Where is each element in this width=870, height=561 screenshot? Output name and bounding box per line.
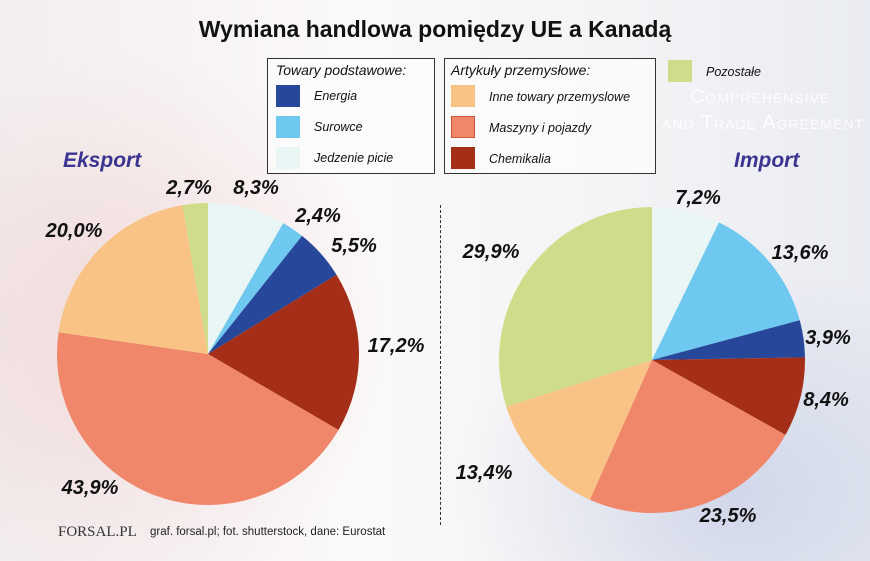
import-label-jedzenie: 7,2% (675, 187, 721, 209)
import-slice-inne-towary-przemyslowe (506, 360, 652, 500)
legend-group-basic: Towary podstawowe: Energia Surowce Jedze… (267, 58, 435, 174)
import-label-surowce: 13,6% (771, 242, 829, 264)
export-slice-chemikalia (208, 274, 359, 431)
export-label-chemikalia: 17,2% (367, 335, 425, 357)
export-slice-jedzenie-picie (208, 203, 284, 354)
legend-swatch-chemikalia (451, 147, 475, 169)
source-note: graf. forsal.pl; fot. shutterstock, dane… (150, 526, 386, 538)
import-label-chemikalia: 8,4% (803, 389, 849, 411)
import-label: Import (734, 149, 800, 172)
import-slice-energia (652, 320, 805, 360)
legend-label: Maszyny i pojazdy (489, 121, 592, 135)
export-slice-inne-towary-przemyslowe (58, 205, 208, 354)
import-slice-surowce (652, 222, 800, 360)
export-slice-pozosta-e (182, 203, 208, 354)
export-label-energia: 5,5% (331, 235, 377, 257)
legend-swatch-maszyny (451, 116, 475, 138)
export-slice-maszyny-i-pojazdy (57, 332, 339, 505)
export-label-surowce: 2,4% (295, 205, 341, 227)
legend-heading: Artykuły przemysłowe: (451, 62, 591, 78)
legend-label: Pozostałe (706, 65, 761, 79)
legend-label: Surowce (314, 120, 363, 134)
export-label-maszyny: 43,9% (61, 477, 119, 499)
import-slice-pozosta-e (499, 207, 652, 407)
import-label-inne: 13,4% (455, 462, 513, 484)
import-label-pozostale: 29,9% (462, 241, 520, 263)
forsal-logo: FORSAL.PL (58, 524, 137, 540)
export-label: Eksport (63, 149, 142, 172)
legend-group-industrial: Artykuły przemysłowe: Inne towary przemy… (444, 58, 656, 174)
chart-title: Wymiana handlowa pomiędzy UE a Kanadą (198, 16, 672, 42)
divider-line (440, 205, 441, 525)
import-label-energia: 3,9% (805, 327, 851, 349)
export-label-inne: 20,0% (45, 220, 103, 242)
legend-swatch-energia (276, 85, 300, 107)
watermark-text: Comprehensive (690, 86, 831, 108)
watermark-text: and Trade Agreement (662, 112, 864, 134)
legend-label: Inne towary przemyslowe (489, 90, 631, 104)
legend-swatch-jedzenie (276, 147, 300, 169)
legend-label: Chemikalia (489, 152, 551, 166)
export-label-jedzenie: 8,3% (233, 177, 279, 199)
export-label-pozostale: 2,7% (166, 177, 212, 199)
import-slice-jedzenie-picie (652, 207, 719, 360)
import-slice-chemikalia (652, 357, 805, 435)
legend-swatch-inne (451, 85, 475, 107)
export-slice-surowce (208, 223, 303, 354)
legend-swatch-pozostale (668, 60, 692, 82)
legend-swatch-surowce (276, 116, 300, 138)
export-slice-energia (208, 235, 337, 354)
legend-label: Energia (314, 89, 358, 103)
import-label-maszyny: 23,5% (699, 505, 757, 527)
legend-label: Jedzenie picie (314, 151, 394, 165)
import-slice-maszyny-i-pojazdy (589, 360, 786, 513)
legend-heading: Towary podstawowe: (276, 62, 407, 78)
